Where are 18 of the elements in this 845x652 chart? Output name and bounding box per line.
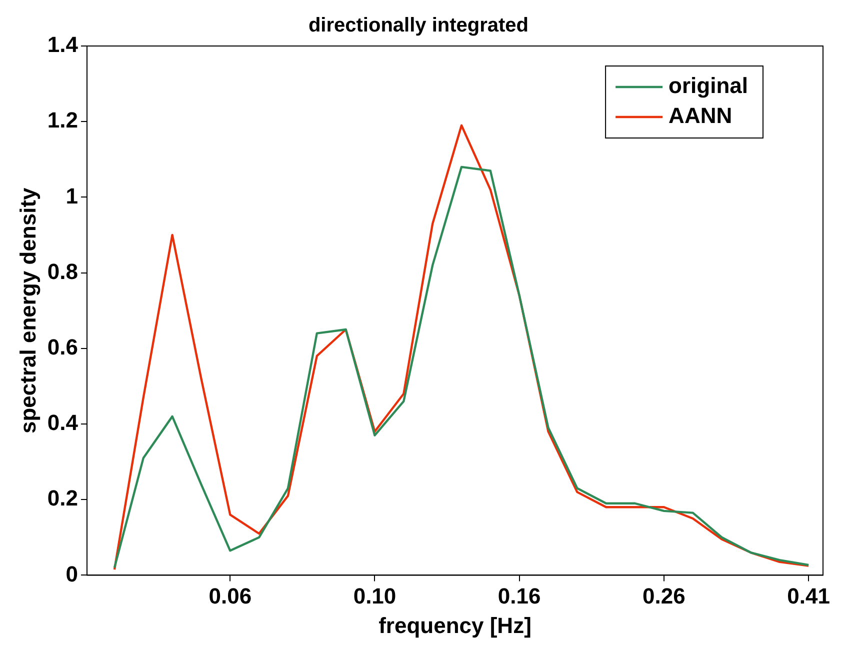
legend-label: AANN bbox=[668, 103, 732, 128]
y-tick-label: 1.4 bbox=[47, 32, 79, 58]
x-tick-label: 0.41 bbox=[787, 583, 830, 608]
x-axis-title: frequency [Hz] bbox=[378, 612, 532, 638]
y-tick-label: 0 bbox=[66, 561, 78, 586]
x-tick-label: 0.16 bbox=[498, 583, 541, 608]
y-tick-label: 0.8 bbox=[47, 258, 78, 284]
chart-title: directionally integrated bbox=[308, 14, 529, 37]
y-tick-label: 0.4 bbox=[47, 410, 79, 436]
y-tick-label: 1 bbox=[66, 183, 78, 208]
y-tick-label: 1.2 bbox=[47, 108, 78, 133]
y-tick-label: 0.2 bbox=[47, 486, 78, 511]
legend-label: original bbox=[668, 73, 748, 98]
x-tick-label: 0.06 bbox=[208, 583, 252, 608]
y-axis-title: spectral energy density bbox=[15, 186, 40, 434]
x-tick-label: 0.10 bbox=[353, 583, 396, 608]
y-tick-label: 0.6 bbox=[47, 334, 78, 360]
x-tick-label: 0.26 bbox=[642, 583, 686, 608]
